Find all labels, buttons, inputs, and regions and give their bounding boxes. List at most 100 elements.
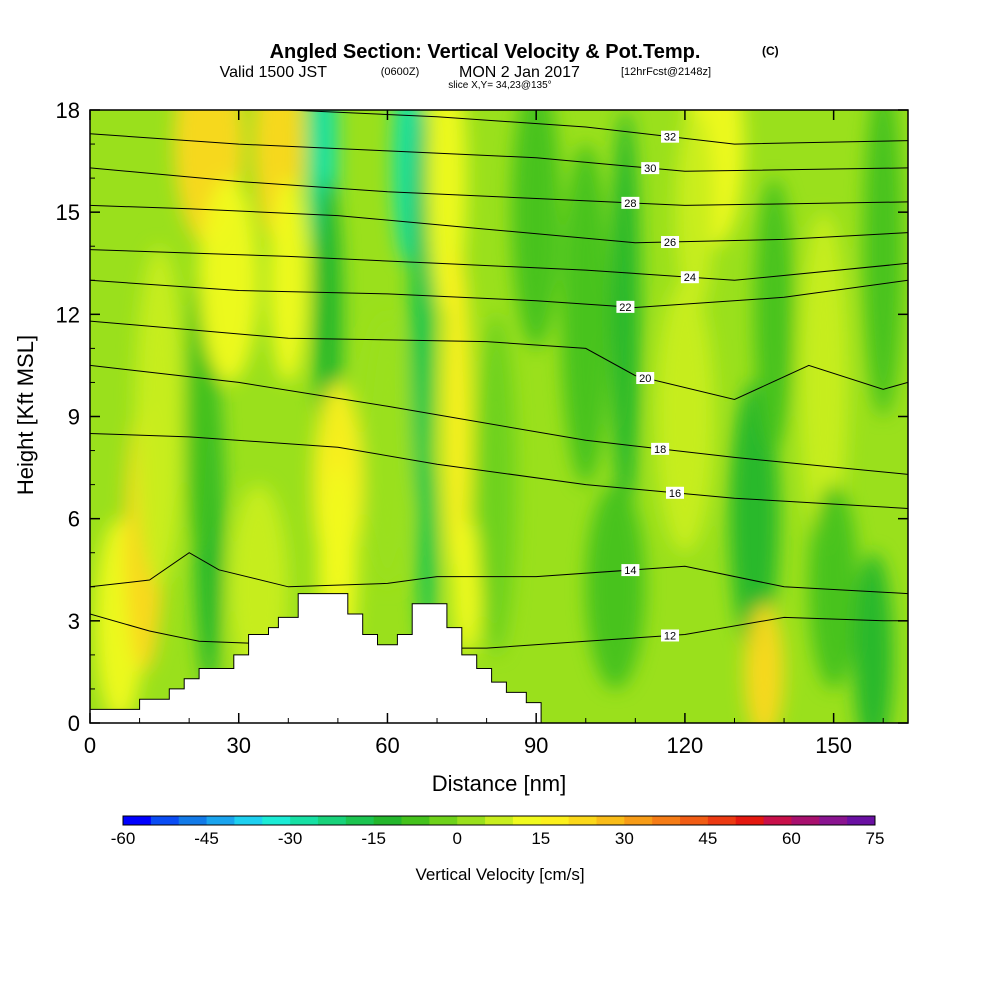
velocity-cell-33 <box>808 484 859 689</box>
colorbar-swatch-14 <box>512 816 542 825</box>
colorbar-swatch-12 <box>457 816 486 825</box>
valid-zulu: (0600Z) <box>381 66 420 78</box>
isentrope-26 <box>90 204 908 244</box>
colorbar-swatch-10 <box>401 816 430 825</box>
isentrope-30 <box>90 133 908 172</box>
colorbar-tick-60: 60 <box>782 829 801 848</box>
colorbar-swatch-17 <box>596 816 625 825</box>
colorbar-swatch-7 <box>317 816 347 825</box>
x-tick-label-120: 120 <box>667 733 704 758</box>
velocity-cell-31 <box>744 603 785 723</box>
x-tick-label-60: 60 <box>375 733 399 758</box>
velocity-cell-21 <box>476 314 517 655</box>
velocity-cell-19 <box>441 246 472 587</box>
chart-title-mark: (C) <box>762 44 779 58</box>
colorbar-tick-15: 15 <box>531 829 550 848</box>
isentrope-label-bg-32 <box>661 130 680 143</box>
isentrope-14 <box>90 552 908 595</box>
velocity-cell-25 <box>585 484 646 689</box>
colorbar-tick--15: -15 <box>361 829 386 848</box>
isentrope-label-18: 18 <box>654 444 666 456</box>
colorbar-swatch-4 <box>234 816 263 825</box>
isentrope-28 <box>90 167 908 206</box>
velocity-cell-22 <box>511 110 561 349</box>
isentrope-label-24: 24 <box>684 272 696 284</box>
valid-time: Valid 1500 JST <box>220 64 328 81</box>
isentrope-label-bg-12 <box>661 629 680 642</box>
isentrope-16 <box>90 433 908 509</box>
colorbar-tick--30: -30 <box>278 829 303 848</box>
isentrope-label-bg-28 <box>621 196 640 209</box>
x-axis: 0 30 60 90 120 150 <box>84 110 884 758</box>
isentrope-label-12: 12 <box>664 630 676 642</box>
isentrope-label-28: 28 <box>624 198 636 210</box>
x-tick-label-90: 90 <box>524 733 548 758</box>
x-tick-label-150: 150 <box>815 733 852 758</box>
isentrope-label-16: 16 <box>669 488 681 500</box>
isentrope-22 <box>90 279 908 309</box>
colorbar-swatch-9 <box>373 816 403 825</box>
velocity-field <box>94 110 904 723</box>
y-tick-label-12: 12 <box>56 302 80 327</box>
velocity-cell-23 <box>560 144 611 485</box>
colorbar-tick-30: 30 <box>615 829 634 848</box>
colorbar-swatch-18 <box>624 816 653 825</box>
colorbar-swatch-21 <box>707 816 737 825</box>
velocity-cell-34 <box>853 552 894 723</box>
colorbar-swatch-1 <box>150 816 180 825</box>
colorbar-swatch-8 <box>345 816 375 825</box>
isentrope-label-bg-20 <box>636 372 655 385</box>
colorbar-tick-75: 75 <box>866 829 885 848</box>
velocity-cell-8 <box>268 178 309 383</box>
isentrope-label-bg-22 <box>616 300 635 313</box>
isentrope-label-bg-26 <box>661 236 680 249</box>
colorbar-swatch-24 <box>791 816 820 825</box>
colorbar: -60 -45 -30 -15 0 15 30 45 60 75 <box>111 815 885 848</box>
isentrope-label-bg-16 <box>665 486 684 499</box>
velocity-cell-24 <box>610 110 641 519</box>
velocity-cell-14 <box>362 314 413 587</box>
y-tick-label-15: 15 <box>56 200 80 225</box>
colorbar-swatch-19 <box>652 816 681 825</box>
isentrope-label-26: 26 <box>664 237 676 249</box>
colorbar-swatch-15 <box>540 816 570 825</box>
isentrope-label-bg-30 <box>641 162 660 175</box>
terrain <box>90 593 542 723</box>
colorbar-tick-0: 0 <box>452 829 461 848</box>
colorbar-swatch-26 <box>847 816 876 825</box>
y-axis: 0 3 6 9 12 15 18 <box>56 98 908 736</box>
velocity-cell-28 <box>674 110 715 315</box>
colorbar-swatch-5 <box>262 816 291 825</box>
y-tick-label-3: 3 <box>68 609 80 634</box>
colorbar-swatch-3 <box>206 816 235 825</box>
plot-area: 12 14 16 18 20 22 24 26 28 30 32 <box>90 110 908 723</box>
isentrope-label-bg-18 <box>651 442 670 455</box>
isentrope-12 <box>90 613 908 649</box>
velocity-cell-26 <box>655 280 715 553</box>
colorbar-frame <box>122 815 876 826</box>
colorbar-tick-45: 45 <box>698 829 717 848</box>
velocity-cell-30 <box>754 178 794 451</box>
colorbar-swatch-13 <box>485 816 514 825</box>
forecast-label: [12hrFcst@2148z] <box>621 66 711 78</box>
isentrope-20 <box>90 320 908 401</box>
colorbar-swatch-23 <box>763 816 792 825</box>
colorbar-swatch-20 <box>680 816 709 825</box>
x-axis-label: Distance [nm] <box>432 771 567 796</box>
isentrope-24 <box>90 249 908 281</box>
y-tick-label-9: 9 <box>68 405 80 430</box>
isentrope-32 <box>273 110 908 145</box>
velocity-cell-29 <box>729 382 780 655</box>
y-tick-label-6: 6 <box>68 507 80 532</box>
valid-date: MON 2 Jan 2017 <box>459 64 580 81</box>
colorbar-swatch-11 <box>429 816 458 825</box>
isentrope-label-32: 32 <box>664 132 676 144</box>
isentropes: 12 14 16 18 20 22 24 26 28 30 32 <box>90 110 908 649</box>
isentrope-label-20: 20 <box>639 373 651 385</box>
y-tick-label-18: 18 <box>56 98 80 123</box>
colorbar-swatch-6 <box>290 816 319 825</box>
colorbar-tick--45: -45 <box>194 829 219 848</box>
slice-label: slice X,Y= 34,23@135° <box>448 80 551 91</box>
y-axis-label: Height [Kft MSL] <box>13 335 38 495</box>
isentrope-label-14: 14 <box>624 565 636 577</box>
